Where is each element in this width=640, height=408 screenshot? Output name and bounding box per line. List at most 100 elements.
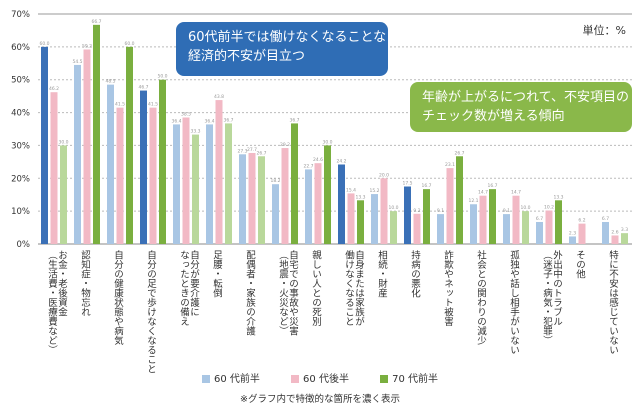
data-label: 16.7 [487,183,497,189]
bar [380,178,388,244]
y-tick-label: 30% [11,141,30,151]
category-label: 自分が要介護に なったときの備え [178,250,199,326]
bar [173,124,180,244]
data-label: 22.7 [303,163,313,169]
data-label: 2.6 [611,229,618,235]
bar [602,221,609,244]
y-tick-label: 20% [11,174,30,184]
data-label: 54.5 [72,59,82,65]
data-label: 20.0 [379,172,389,178]
bar [126,46,133,244]
data-label: 60.0 [124,41,134,47]
category-label: 詐欺やネット被害 [442,250,453,326]
data-label: 59.2 [82,43,92,49]
legend-swatch [291,375,300,383]
data-label: 33.3 [190,129,200,135]
data-label: 6.7 [602,216,609,222]
data-label: 17.5 [402,181,412,187]
bar [93,24,100,244]
bar [423,189,430,244]
bar [555,200,562,244]
data-label: 18.2 [270,178,280,184]
bar [512,195,520,244]
data-label: 26.7 [454,150,464,156]
category-label: 自分の健康状態や病気 [112,250,123,345]
bar [390,211,397,244]
y-tick-label: 0% [17,240,31,250]
bar [239,154,246,244]
bar [357,200,364,244]
data-label: 60.0 [39,41,49,47]
bar [338,164,345,244]
bar [569,236,576,244]
category-label: 社会との関わりの減少 [475,250,486,345]
data-label: 41.5 [148,102,158,108]
data-label: 41.5 [115,102,125,108]
bar [149,107,157,245]
footnote: ※グラフ内で特徴的な箇所を濃く表示 [240,394,400,405]
data-label: 23.1 [445,162,455,168]
data-label: 6.2 [578,218,585,224]
data-label: 38.5 [181,112,191,118]
callout-age-trend: 年齢が上がるにつれて、不安項目の チェック数が増える傾向 [410,82,632,132]
data-label: 14.7 [478,190,488,196]
data-label: 30.0 [322,139,332,145]
category-label: 持病の悪化 [409,250,420,298]
bar [305,169,312,244]
category-label: その他 [574,250,585,279]
bar [503,214,510,244]
data-label: 12.1 [468,198,478,204]
bar [215,100,223,244]
bar [456,156,463,244]
legend-item-70-early: 70 代前半 [380,370,438,385]
callout-economic-anxiety: 60代前半では働けなくなることなど 経済的不安が目立つ [176,22,399,76]
bar [545,210,553,244]
data-label: 10.0 [520,205,530,211]
bar [41,46,48,244]
bar [621,233,628,244]
bar [225,123,232,244]
category-label: 孤独や話し相手がいない [508,250,519,355]
bar [272,184,279,244]
y-tick-label: 40% [11,109,30,119]
bar [50,92,58,244]
bar [74,64,81,244]
category-label: 認知症・物忘れ [79,250,90,317]
bar [371,194,378,244]
callout-text: 60代前半では働けなくなることなど 経済的不安が目立つ [188,30,400,64]
data-label: 9.1 [437,208,444,214]
category-label: 自身または家族が 働けなくなること [343,250,364,326]
data-label: 9.1 [503,208,510,214]
unit-label: 単位：% [582,24,626,37]
callout-text: 年齢が上がるにつれて、不安項目の チェック数が増える傾向 [422,90,629,124]
y-tick-label: 50% [11,76,30,86]
data-label: 2.3 [569,230,576,236]
bar [182,117,190,244]
data-label: 15.4 [346,187,356,193]
legend-item-60-early: 60 代前半 [201,370,260,385]
data-label: 26.7 [256,150,266,156]
bar [192,134,199,244]
bar [314,163,322,244]
bar [107,84,114,245]
bar [140,90,147,244]
data-label: 6.7 [536,216,543,222]
data-label: 29.2 [280,142,290,148]
data-label: 10.2 [544,204,554,210]
legend-item-60-late: 60 代後半 [291,370,349,385]
bar [470,204,477,244]
data-label: 24.6 [313,157,323,163]
data-label: 48.5 [105,79,115,85]
data-label: 10.0 [388,205,398,211]
category-label: 親しい人との死別 [310,250,321,326]
legend-label: 60 代前半 [213,374,260,385]
data-label: 46.7 [138,85,148,91]
bar [258,156,265,244]
category-label: 特に不安は感じていない [607,250,618,355]
bar [413,213,421,244]
bar [291,123,298,244]
y-tick-label: 70% [11,10,30,20]
bar [437,214,444,244]
data-label: 36.7 [289,117,299,123]
